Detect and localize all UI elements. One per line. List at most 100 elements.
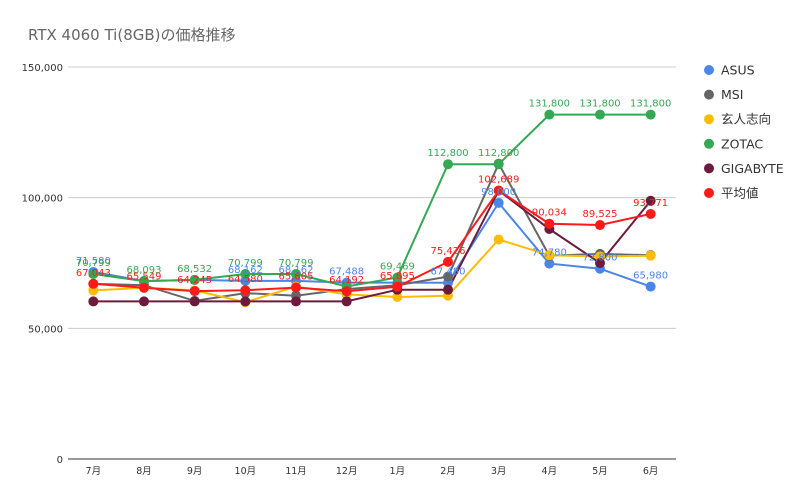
data-label: 112,800 bbox=[478, 148, 519, 159]
data-point bbox=[443, 159, 453, 170]
data-label: 68,162 bbox=[228, 265, 263, 276]
data-point bbox=[443, 271, 453, 282]
data-labels: 71,580 68,162 68,162 67,488 67,480 98,000 74,7… bbox=[76, 99, 672, 287]
series-points bbox=[88, 109, 656, 308]
data-point bbox=[88, 278, 99, 289]
data-point bbox=[392, 291, 403, 302]
data-point bbox=[443, 284, 453, 295]
y-axis-ticks: 0 50,000 100,000 150,000 bbox=[22, 63, 63, 466]
data-point bbox=[493, 234, 504, 245]
legend-label: 平均値 bbox=[721, 186, 759, 201]
chart-title: RTX 4060 Ti(8GB)の価格推移 bbox=[28, 26, 236, 44]
data-point bbox=[645, 109, 656, 120]
gridlines bbox=[68, 66, 676, 460]
data-label: 131,800 bbox=[579, 99, 620, 110]
data-label: 68,093 bbox=[127, 265, 162, 276]
data-point bbox=[544, 258, 555, 269]
data-point bbox=[544, 218, 555, 229]
x-tick-label: 1月 bbox=[390, 466, 406, 477]
legend-label: ASUS bbox=[721, 63, 755, 78]
y-tick-label: 0 bbox=[57, 455, 63, 466]
x-axis-ticks: 7月 8月 9月 10月 11月 12月 1月 2月 3月 4月 5月 6月 bbox=[86, 466, 659, 477]
data-label: 72,800 bbox=[583, 253, 618, 264]
x-tick-label: 12月 bbox=[336, 466, 358, 477]
data-point bbox=[392, 272, 403, 283]
data-point bbox=[240, 275, 251, 286]
legend-label: ZOTAC bbox=[721, 136, 763, 151]
data-label: 65,980 bbox=[633, 271, 668, 282]
legend-label: 玄人志向 bbox=[721, 112, 771, 127]
data-label: 69,469 bbox=[380, 261, 415, 272]
data-point bbox=[645, 281, 656, 292]
data-label: 131,800 bbox=[630, 99, 671, 110]
data-point bbox=[240, 268, 251, 279]
data-point bbox=[139, 296, 149, 307]
x-tick-label: 11月 bbox=[285, 466, 307, 477]
data-label: 90,034 bbox=[532, 208, 567, 219]
data-label: 70,799 bbox=[279, 258, 314, 269]
data-point bbox=[493, 185, 504, 196]
series-line-5 bbox=[93, 189, 651, 293]
legend-marker bbox=[704, 138, 714, 149]
data-label: 71,580 bbox=[76, 256, 111, 267]
data-point bbox=[291, 282, 301, 293]
y-tick-label: 100,000 bbox=[22, 194, 63, 205]
data-point bbox=[341, 296, 352, 307]
legend-label: GIGABYTE bbox=[721, 161, 784, 176]
y-tick-label: 150,000 bbox=[22, 63, 63, 74]
data-point bbox=[493, 197, 504, 208]
legend-marker bbox=[704, 188, 714, 198]
data-point bbox=[88, 296, 99, 307]
data-label: 67,480 bbox=[431, 267, 466, 278]
data-label: 65,549 bbox=[127, 272, 162, 283]
data-point bbox=[595, 109, 605, 120]
data-label: 64,245 bbox=[177, 275, 212, 286]
data-point bbox=[240, 296, 251, 307]
x-tick-label: 9月 bbox=[187, 466, 203, 477]
series-line-4 bbox=[93, 189, 652, 303]
x-tick-label: 5月 bbox=[592, 466, 608, 477]
data-point bbox=[189, 296, 200, 307]
data-point bbox=[595, 258, 605, 268]
series-line-3 bbox=[93, 113, 651, 288]
data-point bbox=[139, 282, 149, 293]
legend-marker bbox=[704, 65, 714, 75]
data-point bbox=[645, 195, 656, 206]
legend-marker bbox=[704, 163, 714, 174]
x-tick-label: 8月 bbox=[136, 466, 152, 477]
data-point bbox=[392, 281, 403, 292]
x-tick-label: 3月 bbox=[491, 466, 507, 477]
data-point bbox=[240, 285, 251, 296]
data-label: 70,799 bbox=[76, 258, 111, 269]
data-label: 89,525 bbox=[583, 209, 618, 220]
y-tick-label: 50,000 bbox=[28, 324, 63, 335]
data-label: 93,771 bbox=[633, 198, 668, 209]
data-label: 67,043 bbox=[76, 268, 111, 279]
data-label: 64,580 bbox=[228, 274, 263, 285]
data-label: 67,488 bbox=[329, 267, 364, 278]
data-point bbox=[544, 109, 555, 120]
data-label: 64,192 bbox=[329, 275, 364, 286]
x-tick-label: 2月 bbox=[440, 466, 456, 477]
data-label: 65,895 bbox=[380, 271, 415, 282]
x-tick-label: 10月 bbox=[235, 466, 257, 477]
legend-marker bbox=[704, 89, 714, 100]
data-label: 98,000 bbox=[481, 187, 516, 198]
data-point bbox=[189, 274, 200, 285]
data-point bbox=[645, 208, 656, 219]
series-lines bbox=[93, 113, 652, 304]
data-label: 131,800 bbox=[529, 99, 570, 110]
data-point bbox=[443, 256, 453, 267]
data-label: 68,532 bbox=[177, 264, 212, 275]
data-point bbox=[291, 296, 301, 307]
data-point bbox=[544, 250, 555, 261]
data-label: 74,780 bbox=[532, 248, 567, 259]
data-label: 70,799 bbox=[228, 258, 263, 269]
data-label: 68,162 bbox=[279, 265, 314, 276]
data-point bbox=[189, 286, 200, 297]
data-point bbox=[493, 159, 504, 170]
data-point bbox=[341, 286, 352, 297]
data-point bbox=[88, 268, 99, 279]
x-tick-label: 7月 bbox=[86, 466, 102, 477]
